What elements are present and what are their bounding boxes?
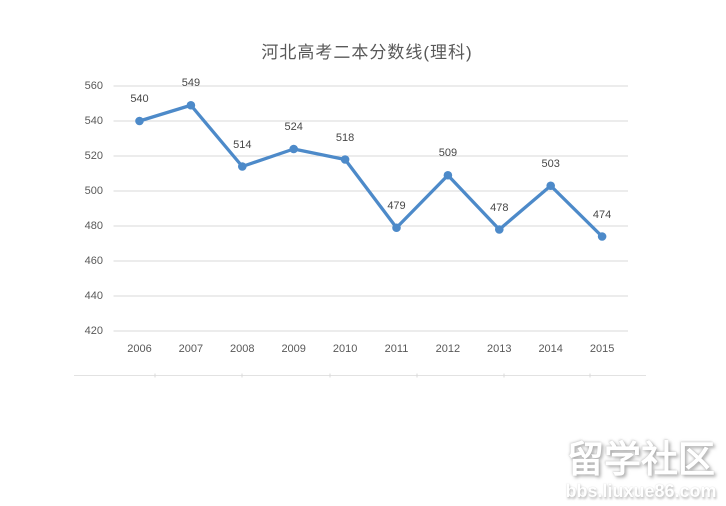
x-axis-tick-label: 2013 bbox=[487, 343, 512, 355]
x-axis-tick-label: 2011 bbox=[384, 343, 409, 355]
data-point-marker bbox=[546, 181, 555, 191]
x-axis-tick-label: 2010 bbox=[332, 343, 358, 355]
data-point-label: 509 bbox=[438, 147, 458, 160]
data-point-marker bbox=[135, 116, 144, 126]
data-point-marker bbox=[238, 162, 247, 171]
y-axis-tick-label: 420 bbox=[84, 325, 103, 337]
data-point-marker bbox=[495, 225, 504, 234]
chart-title: 河北高考二本分数线(理科) bbox=[261, 43, 473, 62]
data-point-label: 474 bbox=[592, 208, 612, 221]
x-axis-tick-label: 2007 bbox=[178, 343, 204, 355]
y-axis-tick-label: 500 bbox=[84, 185, 103, 197]
y-axis-tick-label: 460 bbox=[84, 255, 103, 267]
data-point-label: 540 bbox=[130, 93, 149, 105]
data-point-marker bbox=[443, 170, 453, 180]
x-axis-tick-label: 2014 bbox=[538, 343, 563, 355]
x-axis-tick-label: 2012 bbox=[435, 343, 461, 355]
data-point-label: 503 bbox=[541, 157, 560, 170]
data-point-label: 514 bbox=[233, 138, 252, 151]
data-point-marker bbox=[597, 232, 607, 241]
data-point-marker bbox=[340, 155, 350, 164]
y-axis-tick-label: 480 bbox=[84, 220, 103, 232]
x-axis-tick-label: 2009 bbox=[281, 343, 306, 355]
series-line bbox=[137, 103, 604, 239]
data-point-marker bbox=[392, 223, 401, 233]
x-axis-tick-label: 2008 bbox=[230, 343, 255, 355]
data-point-label: 478 bbox=[490, 201, 509, 214]
data-point-label: 518 bbox=[335, 131, 355, 144]
data-point-label: 524 bbox=[284, 121, 303, 133]
y-axis-tick-label: 560 bbox=[84, 80, 103, 92]
y-axis-tick-label: 440 bbox=[84, 290, 103, 302]
data-point-label: 549 bbox=[181, 77, 201, 90]
data-point-marker bbox=[186, 100, 196, 110]
data-point-label: 479 bbox=[387, 199, 406, 212]
x-axis-tick-label: 2006 bbox=[127, 343, 152, 355]
x-axis-tick-label: 2015 bbox=[589, 343, 615, 355]
y-axis-tick-label: 540 bbox=[84, 115, 103, 127]
y-axis-tick-label: 520 bbox=[84, 150, 103, 162]
data-point-marker bbox=[289, 144, 299, 154]
